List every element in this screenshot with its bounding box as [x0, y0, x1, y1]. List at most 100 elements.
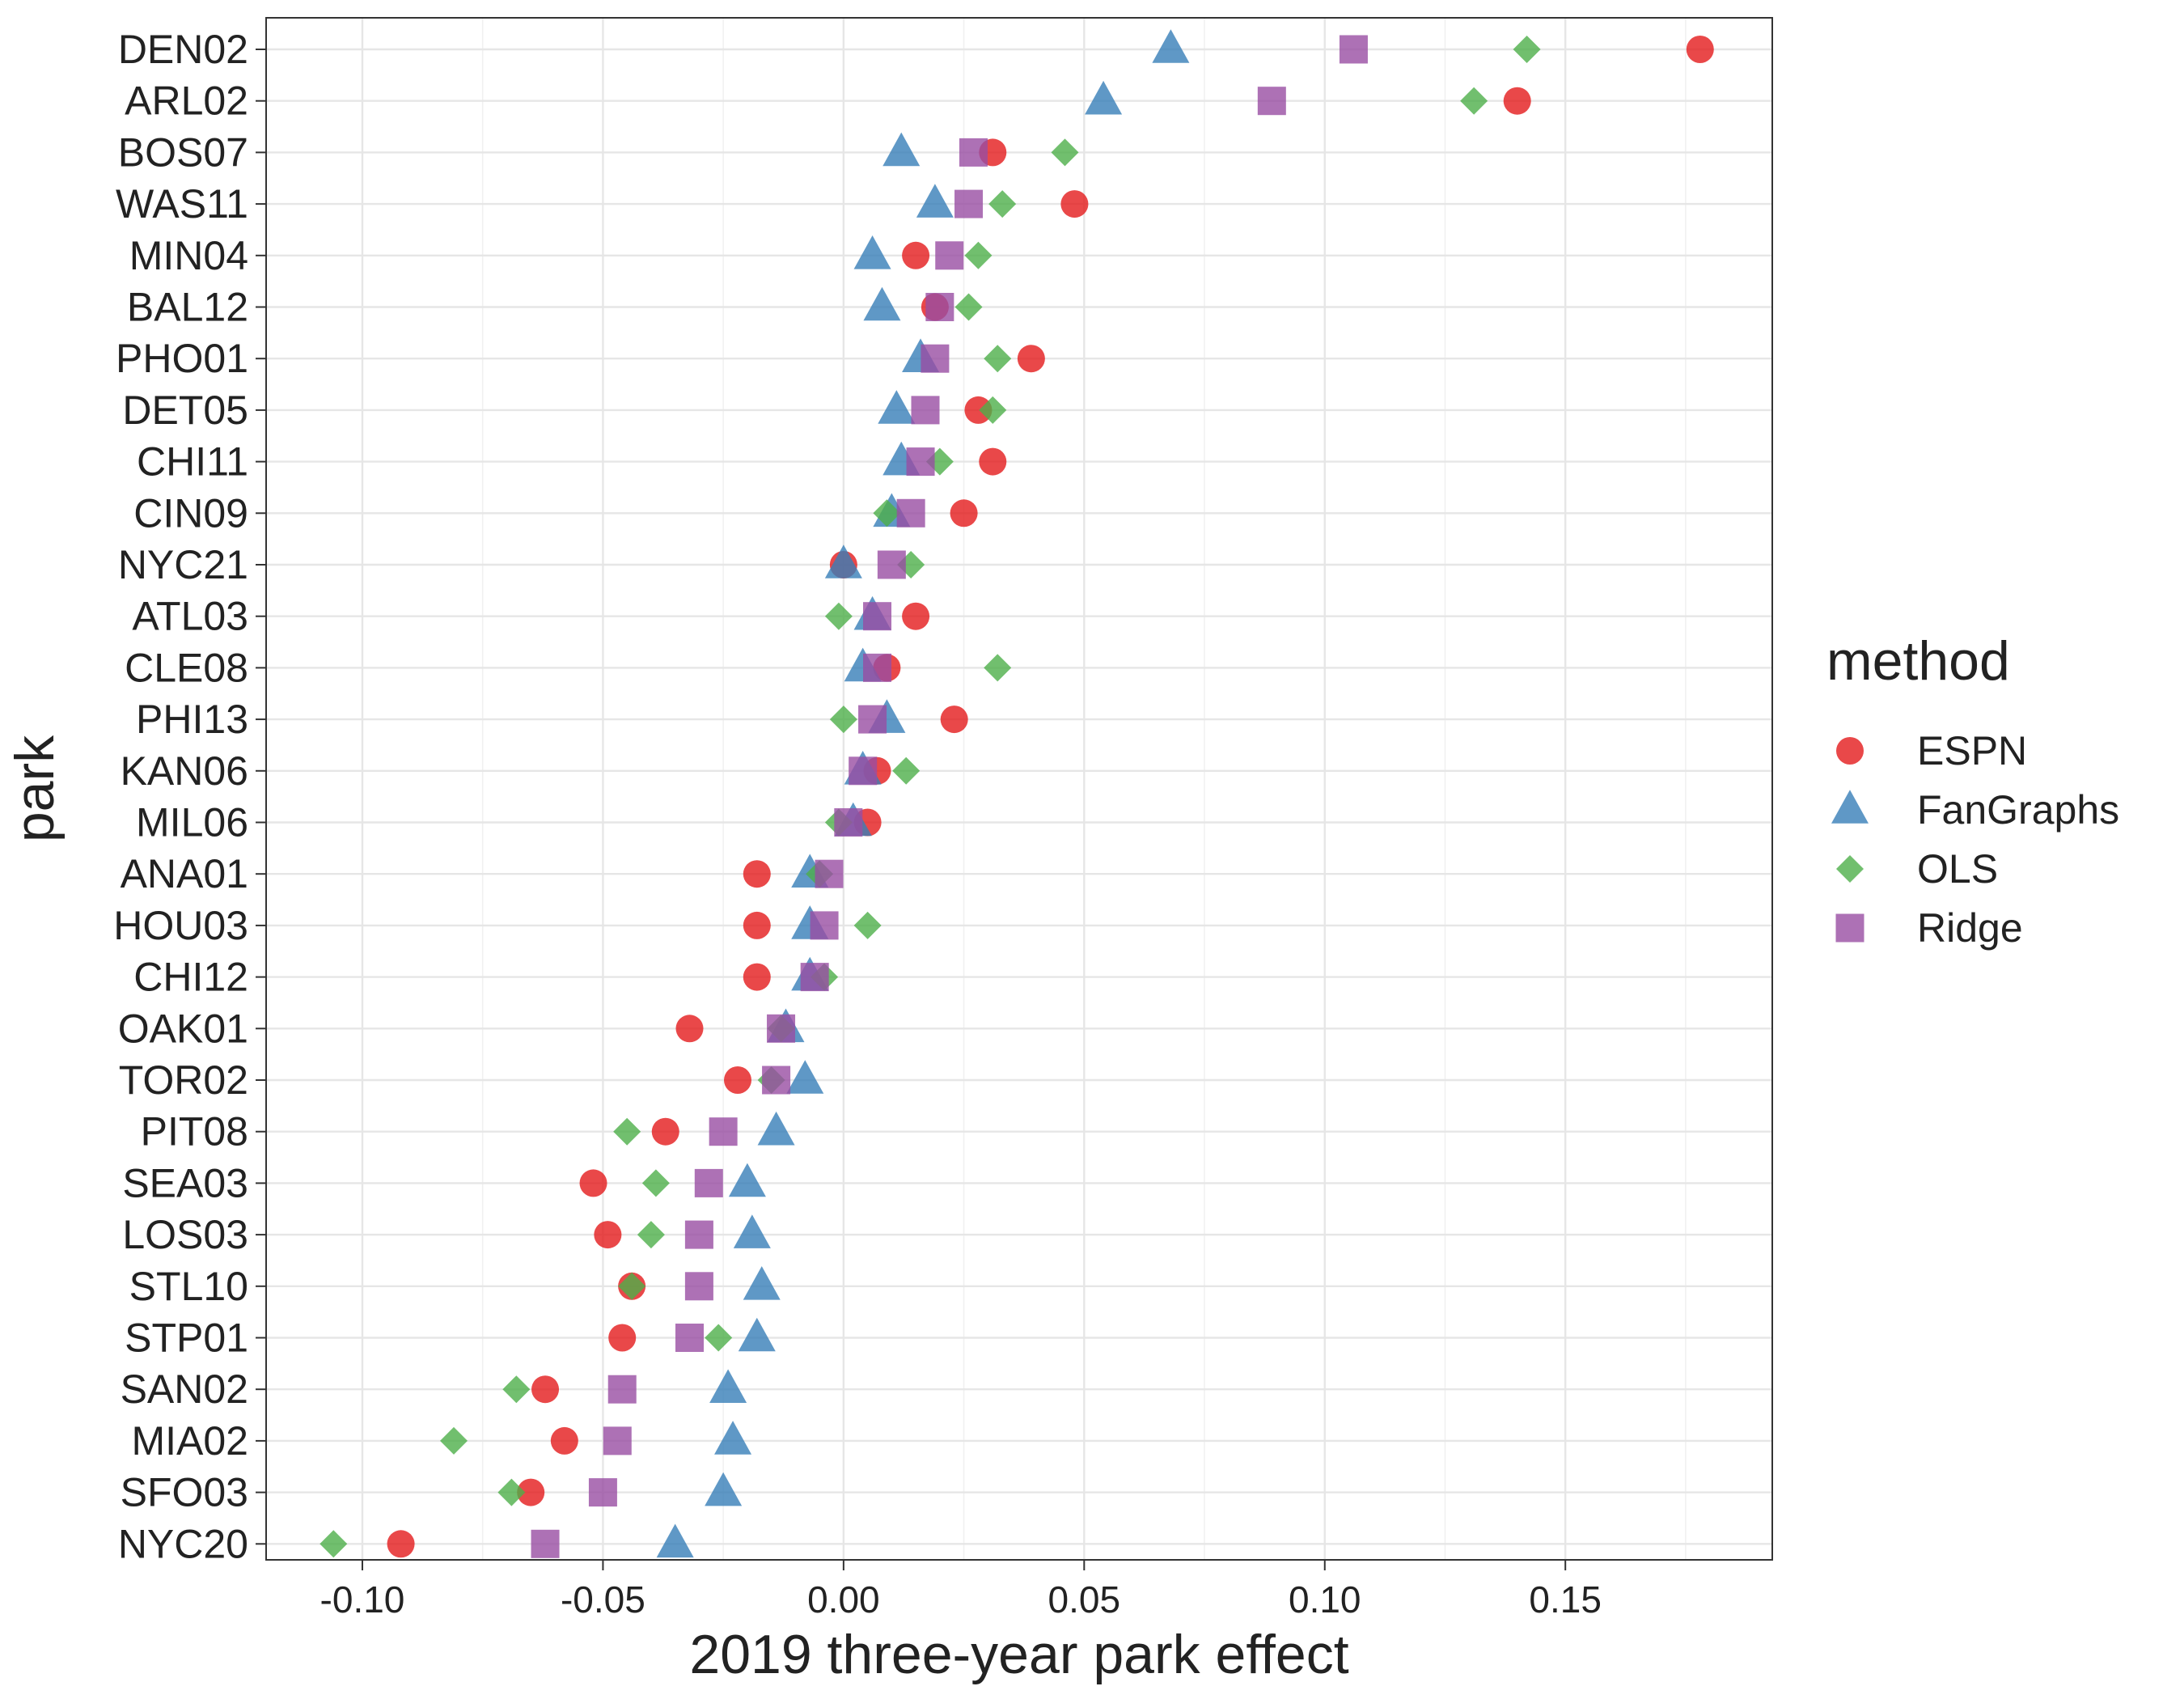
- x-tick-label: -0.10: [320, 1578, 405, 1621]
- point-ridge-stl10: [684, 1272, 713, 1301]
- legend-key-espn: [1836, 737, 1864, 765]
- point-fangraphs-pit08: [757, 1111, 795, 1146]
- point-espn-pit08: [651, 1117, 679, 1146]
- y-tick-label: OAK01: [118, 1006, 248, 1051]
- point-ridge-tor02: [762, 1066, 791, 1095]
- y-tick-label: NYC20: [118, 1521, 248, 1566]
- point-ridge-los03: [684, 1220, 713, 1249]
- point-ridge-min04: [935, 241, 964, 270]
- y-tick-label: LOS03: [122, 1212, 248, 1257]
- point-espn-was11: [1060, 190, 1089, 218]
- point-ridge-hou03: [810, 911, 839, 940]
- legend-key-ols: [1836, 855, 1864, 883]
- point-ridge-oak01: [767, 1014, 796, 1043]
- point-espn-nyc20: [387, 1530, 415, 1558]
- point-ridge-phi13: [858, 705, 887, 734]
- y-tick-label: ANA01: [121, 851, 248, 896]
- y-tick-label: CLE08: [125, 645, 248, 690]
- point-ols-stl10: [618, 1272, 646, 1300]
- x-tick-label: 0.15: [1529, 1578, 1602, 1621]
- point-ols-det05: [979, 396, 1007, 424]
- point-ridge-kan06: [849, 756, 878, 786]
- y-tick-label: MIA02: [131, 1418, 248, 1464]
- legend-title: method: [1826, 630, 2010, 692]
- point-ridge-pho01: [921, 344, 950, 373]
- legend-key-fangraphs: [1831, 790, 1869, 824]
- point-ols-bos07: [1051, 138, 1079, 167]
- y-tick-label: DEN02: [118, 27, 248, 72]
- point-fangraphs-bal12: [863, 286, 901, 321]
- point-fangraphs-bos07: [882, 132, 921, 167]
- point-ols-phi13: [829, 705, 857, 734]
- point-espn-sea03: [579, 1169, 607, 1197]
- point-espn-san02: [531, 1375, 560, 1404]
- point-espn-min04: [902, 241, 930, 269]
- point-fangraphs-stp01: [738, 1317, 776, 1352]
- point-espn-mia02: [550, 1426, 578, 1455]
- point-ols-bal12: [954, 293, 983, 321]
- y-tick-label: SAN02: [121, 1366, 248, 1412]
- point-ridge-sfo03: [588, 1478, 617, 1507]
- point-espn-los03: [594, 1221, 622, 1249]
- y-tick-label: TOR02: [119, 1057, 248, 1103]
- point-espn-phi13: [940, 705, 968, 734]
- point-fangraphs-stl10: [743, 1266, 781, 1300]
- y-tick-label: PIT08: [141, 1109, 248, 1155]
- series-ridge: [531, 35, 1368, 1558]
- point-ridge-det05: [911, 396, 940, 425]
- point-fangraphs-sfo03: [705, 1472, 743, 1506]
- point-espn-ana01: [743, 860, 771, 888]
- y-tick-label: CHI12: [133, 955, 248, 1000]
- point-espn-tor02: [723, 1066, 751, 1094]
- point-ols-min04: [964, 241, 993, 269]
- y-axis-title: park: [4, 735, 66, 842]
- point-fangraphs-was11: [916, 184, 954, 218]
- point-ridge-den02: [1339, 35, 1368, 64]
- y-tick-label: BAL12: [127, 285, 248, 330]
- y-tick-label: ATL03: [132, 594, 248, 639]
- point-ridge-sea03: [694, 1168, 723, 1197]
- point-ols-pho01: [984, 345, 1012, 373]
- y-tick-label: NYC21: [118, 542, 248, 587]
- point-ols-was11: [988, 190, 1017, 218]
- y-tick-label: CHI11: [137, 439, 248, 485]
- point-ridge-was11: [954, 189, 984, 218]
- point-ols-kan06: [892, 756, 921, 785]
- point-fangraphs-san02: [709, 1369, 747, 1403]
- point-ols-sea03: [641, 1169, 670, 1197]
- point-fangraphs-nyc21: [824, 544, 862, 578]
- point-ridge-arl02: [1257, 87, 1286, 116]
- point-ols-sfo03: [497, 1478, 526, 1506]
- y-axis-ticks: DEN02 ARL02 BOS07 WAS11 MIN04 BAL12 PHO01 DET05…: [113, 27, 266, 1566]
- y-tick-label: KAN06: [121, 748, 248, 794]
- point-espn-chi11: [979, 447, 1007, 476]
- legend-label-ols: OLS: [1917, 846, 1998, 892]
- point-ridge-stp01: [675, 1324, 705, 1352]
- legend-items: ESPN FanGraphs OLS Ridge: [1831, 728, 2119, 951]
- point-ols-arl02: [1460, 87, 1488, 115]
- point-fangraphs-nyc20: [656, 1523, 694, 1558]
- legend: method ESPN FanGraphs OLS Ridge: [1826, 630, 2119, 951]
- point-ridge-cin09: [896, 498, 925, 527]
- y-tick-label: BOS07: [118, 129, 248, 175]
- point-ols-hou03: [853, 911, 882, 939]
- point-espn-chi12: [743, 963, 771, 991]
- point-ridge-pit08: [709, 1117, 738, 1146]
- point-espn-pho01: [1017, 345, 1045, 373]
- point-espn-atl03: [902, 602, 930, 630]
- point-ridge-chi11: [906, 447, 935, 477]
- y-tick-label: HOU03: [113, 903, 248, 948]
- y-tick-label: STL10: [129, 1264, 248, 1309]
- y-tick-label: WAS11: [116, 181, 248, 227]
- point-ridge-bos07: [959, 138, 988, 167]
- point-espn-hou03: [743, 911, 771, 939]
- point-ols-cin09: [873, 499, 901, 527]
- x-tick-label: 0.05: [1048, 1578, 1121, 1621]
- point-fangraphs-det05: [878, 390, 916, 424]
- y-tick-label: MIL06: [136, 800, 248, 845]
- y-tick-label: PHI13: [136, 697, 248, 742]
- point-espn-sfo03: [517, 1478, 545, 1506]
- point-espn-cin09: [950, 499, 978, 527]
- legend-label-fangraphs: FanGraphs: [1917, 787, 2119, 833]
- point-espn-oak01: [675, 1015, 704, 1043]
